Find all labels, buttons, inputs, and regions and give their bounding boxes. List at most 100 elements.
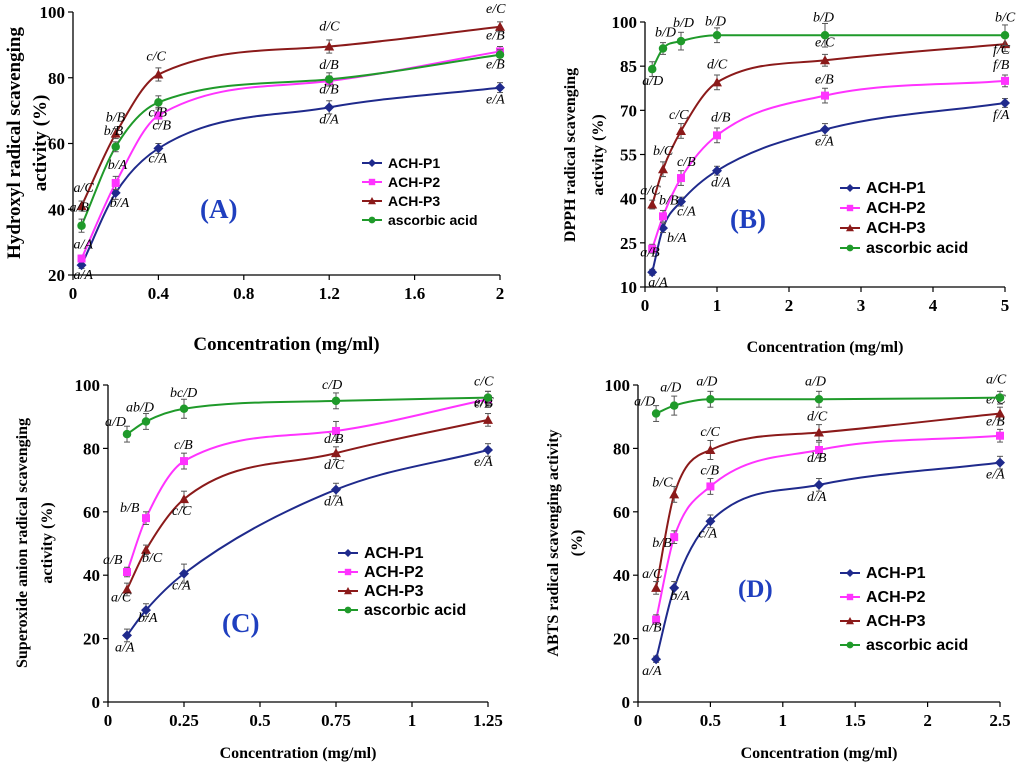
chart-c: 0 20 40 60 80 100 0 0.25 0.5 0.75 1 1.25 Concentrati… [14, 375, 503, 762]
chart-b-series-ach-p2: a/B b/B c/B d/B e/B f/B [640, 58, 1010, 261]
chart-a-data-point [77, 254, 86, 263]
chart-c-data-point [141, 417, 151, 426]
chart-d-data-point [651, 582, 662, 592]
chart-d-data-point [651, 654, 662, 665]
chart-a-legend-marker [368, 216, 376, 224]
chart-a-legend-entry: ACH-P2 [388, 174, 440, 190]
chart-d-data-point [995, 457, 1005, 468]
chart-d-panel-label: (D) [738, 576, 773, 603]
chart-a-data-point [154, 111, 163, 120]
chart-d-data-point [651, 409, 661, 418]
chart-b-significance-label: b/D [673, 16, 694, 31]
chart-b-significance-label: f/B [993, 58, 1010, 73]
chart-d-significance-label: b/B [652, 536, 672, 551]
chart-d-data-point [706, 482, 715, 491]
chart-a-data-point [495, 82, 505, 93]
chart-b-significance-label: b/C [653, 144, 674, 159]
chart-a-significance-label: b/B [104, 124, 124, 139]
chart-c-data-point [123, 568, 131, 577]
chart-a-legend-marker [368, 197, 376, 205]
chart-a-series-ach-p1: a/A b/A c/A d/A e/A [74, 82, 505, 283]
chart-c-xtick-label: 0 [104, 711, 113, 730]
chart-a-data-point [154, 98, 163, 107]
chart-c-xtick-label: 0.75 [321, 711, 351, 730]
chart-d-legend-marker [846, 641, 854, 649]
chart-a-data-point [324, 41, 335, 51]
chart-d-data-point [995, 393, 1005, 402]
chart-d-legend-marker [846, 617, 854, 625]
chart-a-significance-label: a/C [74, 181, 95, 196]
chart-c-series-ach-p2: a/Bb/Bc/B d/Be/B [103, 390, 493, 578]
chart-a-data-point [76, 260, 87, 271]
chart-d-significance-label: a/C [642, 567, 663, 582]
chart-a-ytick-label: 40 [48, 200, 65, 219]
chart-c-xtick-label: 0.5 [249, 711, 270, 730]
chart-c-legend-marker [344, 549, 352, 557]
chart-a-ytick-label: 20 [48, 266, 65, 285]
chart-a-significance-label: e/B [486, 58, 505, 73]
chart-c-data-point [122, 630, 132, 641]
chart-d-legend: ACH-P1 ACH-P2 ACH-P3 ascorbic acid [840, 565, 968, 654]
chart-a-x-axis-label: Concentration (mg/ml) [193, 334, 379, 355]
chart-d-significance-label: d/B [807, 451, 827, 466]
chart-b-legend-marker [846, 224, 854, 232]
chart-b-data-point [658, 164, 668, 174]
chart-c-ytick-label: 80 [83, 439, 100, 458]
chart-c-data-point [122, 584, 132, 594]
chart-b-significance-label: f/C [993, 43, 1011, 58]
chart-b-significance-label: e/B [815, 73, 834, 88]
chart-a-significance-label: e/C [486, 2, 506, 17]
chart-b-series-line [651, 43, 1006, 205]
chart-c-significance-label: b/B [120, 501, 140, 516]
chart-b-significance-label: a/A [648, 275, 668, 290]
chart-c-legend: ACH-P1 ACH-P2 ACH-P3 ascorbic acid [338, 545, 466, 619]
chart-d-legend-entry: ACH-P2 [866, 589, 926, 606]
chart-b: 10 25 40 55 70 85 100 0 1 2 3 4 5 Concentration (mg/m… [562, 10, 1016, 356]
chart-a-ytick-label: 80 [48, 69, 65, 88]
chart-d-data-point [669, 582, 680, 593]
chart-a-significance-label: a/A [74, 238, 94, 253]
chart-c-ytick-label: 0 [92, 693, 101, 712]
chart-b-significance-label: e/A [815, 134, 834, 149]
chart-b-ytick-label: 25 [620, 234, 637, 253]
chart-b-series-ach-p1: a/A b/A c/A d/A e/A f/A [647, 97, 1010, 290]
chart-b-ytick-label: 55 [620, 146, 637, 165]
chart-c-ytick-label: 100 [75, 376, 101, 395]
chart-b-ytick-label: 40 [620, 190, 637, 209]
chart-d-xtick-label: 1 [779, 711, 788, 730]
chart-c-data-point [483, 393, 493, 402]
chart-b-significance-label: b/D [813, 10, 834, 25]
chart-a-series-ascorbic-acid: a/B b/B c/B d/B e/B [70, 49, 505, 233]
chart-a-significance-label: d/B [319, 82, 339, 97]
chart-c-series-ascorbic-acid: a/Dab/D bc/D c/D c/C [105, 375, 494, 443]
chart-c-data-point [483, 414, 493, 424]
chart-d-significance-label: c/A [698, 526, 717, 541]
chart-b-significance-label: b/D [655, 26, 676, 41]
chart-d-significance-label: a/A [642, 664, 662, 679]
chart-d-data-point [670, 533, 679, 542]
chart-a-significance-label: a/A [74, 268, 94, 283]
chart-b-data-point [658, 44, 668, 53]
chart-c-significance-label: c/C [172, 504, 192, 519]
chart-c-significance-label: a/C [111, 590, 132, 605]
chart-c-y-axis-label: Superoxide anion radical scavenging [14, 418, 31, 668]
chart-c-significance-label: a/A [115, 640, 135, 655]
chart-c-significance-label: b/C [142, 551, 163, 566]
chart-d-ytick-label: 0 [622, 693, 631, 712]
chart-b-data-point [820, 31, 830, 40]
chart-b-significance-label: a/C [640, 184, 661, 199]
chart-d-significance-label: d/C [807, 410, 828, 425]
chart-a-significance-label: b/A [108, 158, 128, 173]
chart-b-significance-label: b/A [667, 231, 687, 246]
chart-c-ytick-label: 40 [83, 566, 100, 585]
chart-a-xtick-label: 1.2 [319, 284, 340, 303]
chart-b-significance-label: d/A [711, 176, 731, 191]
chart-b-y-axis-label: DPPH radical scavenging [562, 68, 579, 242]
chart-d-data-point [669, 401, 679, 410]
chart-a-data-point [110, 187, 121, 198]
chart-d-significance-label: a/D [696, 374, 717, 389]
chart-b-data-point [821, 91, 829, 100]
chart-b-xtick-label: 1 [713, 296, 722, 315]
chart-d-x-axis-label: Concentration (mg/ml) [741, 745, 898, 762]
